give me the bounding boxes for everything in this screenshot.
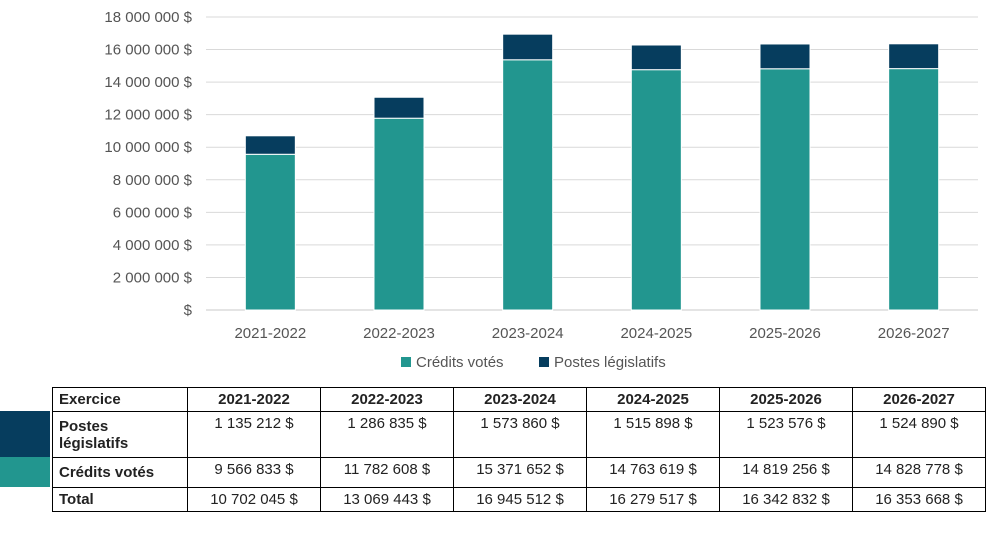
table-header-row: Exercice 2021-2022 2022-2023 2023-2024 2… xyxy=(52,387,986,412)
table-row: Postes législatifs 1 135 212 $ 1 286 835… xyxy=(52,411,986,458)
y-tick-label: $ xyxy=(184,302,193,319)
x-tick-label: 2022-2023 xyxy=(363,325,435,342)
bar-postes-legislatifs xyxy=(630,44,682,71)
table-cell: 13 069 443 $ xyxy=(320,487,454,512)
data-table: Exercice 2021-2022 2022-2023 2023-2024 2… xyxy=(52,387,986,512)
table-cell: 1 515 898 $ xyxy=(586,411,720,458)
bar-postes-legislatifs xyxy=(759,43,811,70)
table-cell: 1 135 212 $ xyxy=(187,411,321,458)
table-header-cell: 2025-2026 xyxy=(719,387,853,412)
bar-postes-legislatifs xyxy=(888,43,940,70)
legend-swatch xyxy=(401,357,411,367)
y-tick-label: 14 000 000 $ xyxy=(104,74,192,91)
bar-credits-votes xyxy=(888,68,940,311)
y-tick-label: 4 000 000 $ xyxy=(113,237,193,254)
legend-label: Crédits votés xyxy=(416,354,504,371)
bar-postes-legislatifs xyxy=(502,33,554,61)
bar-postes-legislatifs xyxy=(244,135,296,155)
table-cell: 15 371 652 $ xyxy=(453,457,587,488)
table-cell: 16 353 668 $ xyxy=(852,487,986,512)
bar-credits-votes xyxy=(244,153,296,311)
table-header-cell: 2022-2023 xyxy=(320,387,454,412)
y-tick-label: 2 000 000 $ xyxy=(113,269,193,286)
x-tick-label: 2023-2024 xyxy=(492,325,564,342)
row-label: Total xyxy=(52,487,188,512)
table-cell: 16 279 517 $ xyxy=(586,487,720,512)
bar-credits-votes xyxy=(502,59,554,311)
credits-votes-color-swatch xyxy=(0,457,50,487)
table-cell: 16 945 512 $ xyxy=(453,487,587,512)
x-tick-label: 2026-2027 xyxy=(878,325,950,342)
table-cell: 1 524 890 $ xyxy=(852,411,986,458)
row-label: Postes législatifs xyxy=(52,411,188,458)
legend-label: Postes législatifs xyxy=(554,354,666,371)
bar-credits-votes xyxy=(373,117,425,311)
table-cell: 10 702 045 $ xyxy=(187,487,321,512)
table-cell: 14 819 256 $ xyxy=(719,457,853,488)
bar-credits-votes xyxy=(630,69,682,311)
table-cell: 14 828 778 $ xyxy=(852,457,986,488)
table-header-cell: 2024-2025 xyxy=(586,387,720,412)
table-cell: 14 763 619 $ xyxy=(586,457,720,488)
x-tick-label: 2021-2022 xyxy=(234,325,306,342)
y-tick-label: 18 000 000 $ xyxy=(104,9,192,26)
table-header-cell: 2021-2022 xyxy=(187,387,321,412)
bar-credits-votes xyxy=(759,68,811,311)
y-tick-label: 12 000 000 $ xyxy=(104,107,192,124)
y-tick-label: 6 000 000 $ xyxy=(113,204,193,221)
y-tick-label: 8 000 000 $ xyxy=(113,172,193,189)
table-cell: 1 286 835 $ xyxy=(320,411,454,458)
stacked-bar-chart: 18 000 000 $ 16 000 000 $ 14 000 000 $ 12 0… xyxy=(104,9,978,371)
table-cell: 16 342 832 $ xyxy=(719,487,853,512)
bar-postes-legislatifs xyxy=(373,96,425,119)
x-tick-label: 2024-2025 xyxy=(620,325,692,342)
x-tick-label: 2025-2026 xyxy=(749,325,821,342)
y-tick-label: 10 000 000 $ xyxy=(104,139,192,156)
legend-swatch xyxy=(539,357,549,367)
table-row: Crédits votés 9 566 833 $ 11 782 608 $ 1… xyxy=(52,457,986,488)
table-cell: 1 523 576 $ xyxy=(719,411,853,458)
table-row: Total 10 702 045 $ 13 069 443 $ 16 945 5… xyxy=(52,487,986,512)
table-header-cell: Exercice xyxy=(52,387,188,412)
table-header-cell: 2026-2027 xyxy=(852,387,986,412)
table-cell: 11 782 608 $ xyxy=(320,457,454,488)
table-header-cell: 2023-2024 xyxy=(453,387,587,412)
table-cell: 1 573 860 $ xyxy=(453,411,587,458)
postes-legislatifs-color-swatch xyxy=(0,411,50,457)
row-label: Crédits votés xyxy=(52,457,188,488)
table-cell: 9 566 833 $ xyxy=(187,457,321,488)
y-tick-label: 16 000 000 $ xyxy=(104,42,192,59)
